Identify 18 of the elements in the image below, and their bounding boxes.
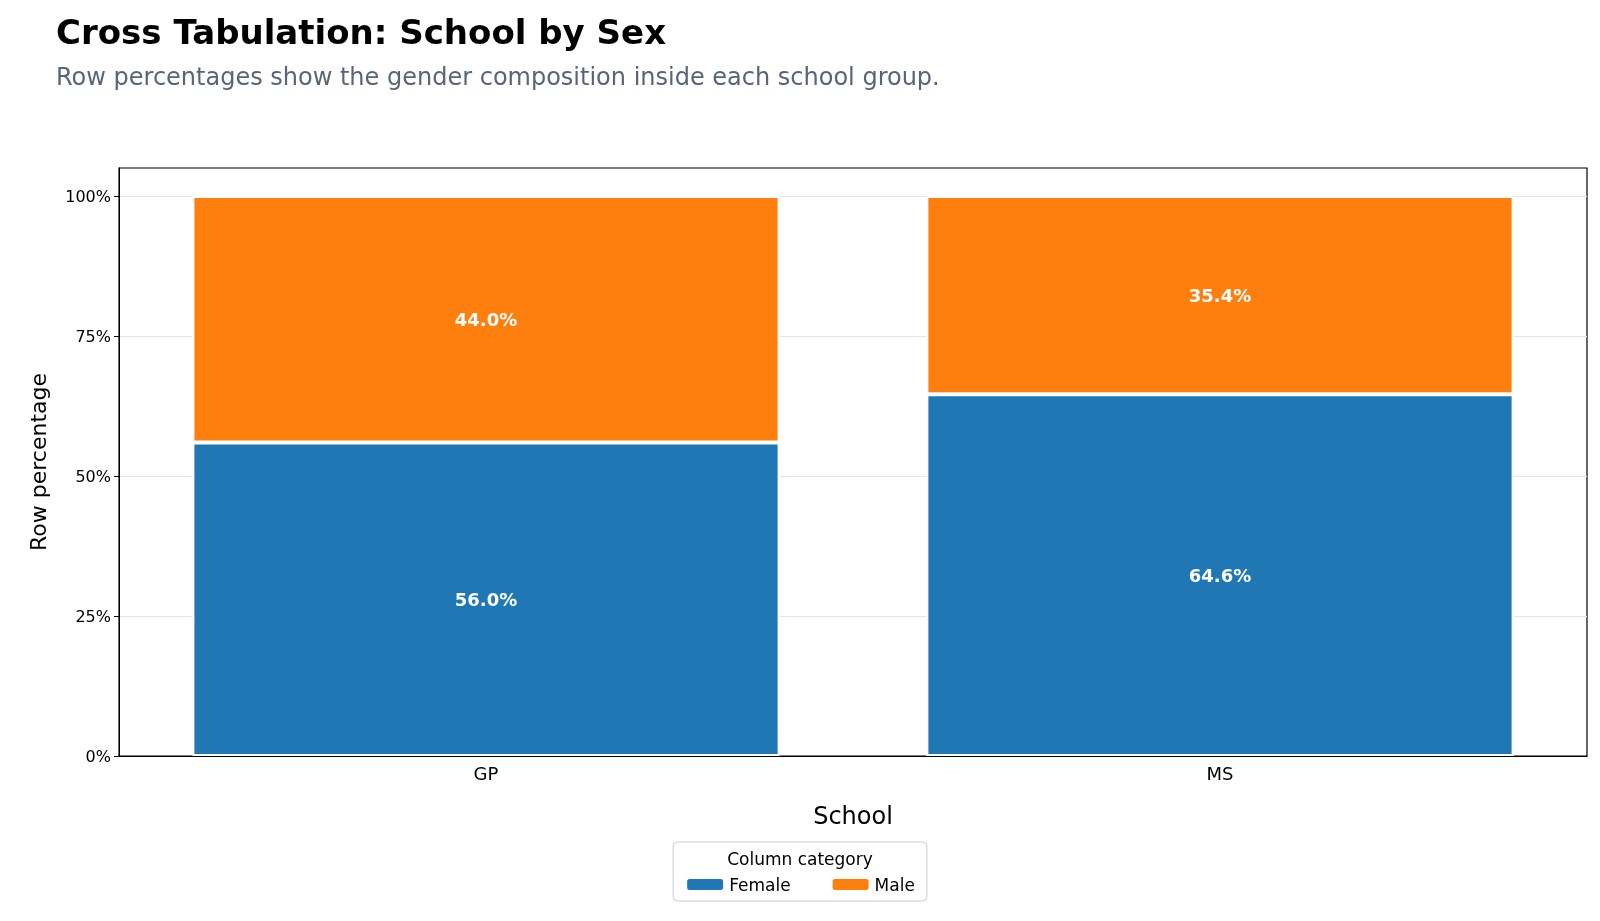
x-axis-title: School (813, 802, 893, 830)
data-label: 44.0% (454, 308, 518, 330)
data-label: 35.4% (1188, 284, 1252, 306)
chart-subtitle: Row percentages show the gender composition inside each school group. (56, 63, 940, 91)
y-tick-label: 75% (75, 326, 111, 346)
legend-title: Column category (727, 848, 873, 869)
legend-label: Female (729, 874, 791, 895)
x-tick-label: MS (1206, 762, 1234, 784)
y-axis-title: Row percentage (25, 373, 51, 551)
legend-label: Male (874, 874, 915, 895)
y-tick-label: 0% (85, 746, 111, 766)
y-tick-label: 25% (75, 606, 111, 626)
chart-title: Cross Tabulation: School by Sex (56, 12, 667, 52)
data-label: 64.6% (1188, 564, 1252, 586)
y-tick-label: 50% (75, 466, 111, 486)
y-tick-label: 100% (65, 186, 111, 206)
x-tick-label: GP (473, 762, 499, 784)
data-label: 56.0% (454, 588, 518, 610)
